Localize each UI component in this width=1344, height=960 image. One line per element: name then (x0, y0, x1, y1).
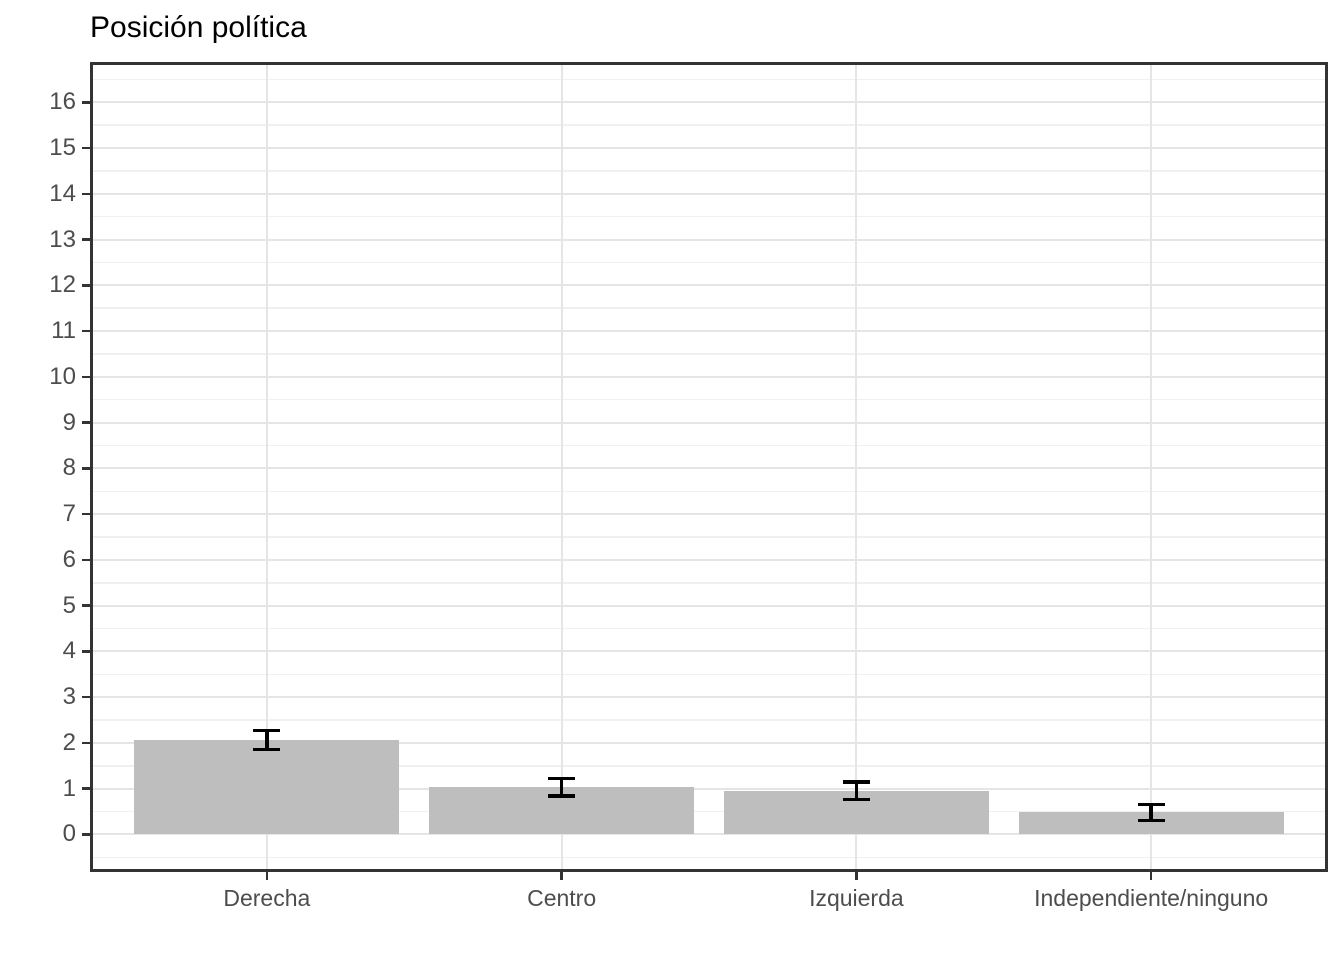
y-axis-tick-label: 9 (62, 408, 76, 436)
gridline-major (90, 467, 1328, 470)
error-bar-cap-bottom (548, 794, 576, 798)
gridline-major (90, 604, 1328, 607)
y-tick-mark (82, 421, 90, 424)
gridline-major (90, 101, 1328, 104)
gridline-minor (90, 490, 1328, 492)
y-tick-mark (82, 604, 90, 607)
gridline-major (90, 238, 1328, 241)
y-axis-tick-label: 1 (62, 774, 76, 802)
y-tick-mark (82, 741, 90, 745)
x-tick-mark (560, 872, 563, 880)
gridline-major (90, 833, 1328, 836)
gridline-minor (90, 536, 1328, 538)
gridline-minor (90, 582, 1328, 584)
gridline-vertical (265, 62, 268, 872)
error-bar-cap-top (253, 728, 281, 733)
gridline-major (90, 787, 1328, 790)
error-bar-cap-top (1137, 802, 1165, 807)
y-tick-mark (82, 146, 90, 150)
gridline-minor (90, 78, 1328, 81)
y-axis-tick-label: 11 (51, 317, 76, 345)
gridline-minor (90, 810, 1328, 813)
error-bar-cap-bottom (253, 747, 281, 752)
y-axis-tick-label: 3 (62, 683, 76, 711)
error-bar-stem (1149, 804, 1153, 821)
chart-title: Posición política (90, 11, 307, 44)
gridline-vertical (855, 62, 858, 872)
y-axis-tick-label: 5 (62, 591, 76, 619)
error-bar-cap-bottom (1137, 818, 1165, 823)
y-axis-tick-label: 2 (62, 728, 76, 756)
gridline-major (90, 696, 1328, 699)
gridline-major (90, 558, 1328, 561)
gridline-vertical (1150, 62, 1153, 872)
plot-panel (90, 62, 1328, 872)
gridline-minor (90, 444, 1328, 447)
gridline-minor (90, 353, 1328, 355)
gridline-minor (90, 673, 1328, 676)
gridline-major (90, 421, 1328, 424)
y-tick-mark (82, 558, 90, 562)
y-tick-mark (82, 329, 90, 333)
y-tick-mark (82, 833, 90, 836)
y-axis-tick-label: 7 (62, 500, 76, 528)
y-axis-tick-label: 4 (62, 637, 76, 665)
y-axis-tick-label: 15 (49, 134, 76, 162)
x-tick-mark (265, 872, 269, 880)
y-tick-mark (82, 467, 90, 470)
gridline-minor (90, 124, 1328, 126)
y-axis-tick-label: 12 (49, 271, 76, 299)
gridline-major (90, 192, 1328, 195)
y-axis-tick-label: 8 (62, 454, 76, 482)
gridline-minor (90, 307, 1328, 309)
error-bar-stem (854, 781, 859, 800)
gridline-minor (90, 398, 1328, 401)
bar-independiente-ninguno (1018, 812, 1284, 835)
y-axis-tick-label: 0 (62, 820, 76, 848)
y-tick-mark (82, 787, 90, 790)
error-bar-cap-top (842, 780, 870, 784)
error-bar-stem (559, 778, 564, 797)
gridline-minor (90, 627, 1328, 630)
x-axis-tick-label: Independiente/ninguno (1034, 885, 1269, 911)
gridline-major (90, 284, 1328, 287)
y-axis-tick-label: 6 (62, 545, 76, 573)
y-tick-mark (82, 238, 90, 241)
error-bar-cap-top (548, 776, 576, 781)
x-axis-tick-label: Izquierda (809, 885, 904, 911)
bar-derecha (134, 739, 400, 835)
y-axis-tick-label: 16 (49, 88, 76, 116)
error-bar-cap-bottom (842, 797, 870, 802)
y-tick-mark (82, 101, 90, 104)
gridline-minor (90, 856, 1328, 859)
y-tick-mark (82, 284, 90, 287)
y-tick-mark (82, 512, 90, 516)
x-axis-tick-label: Centro (527, 885, 597, 911)
gridline-vertical (560, 62, 563, 872)
gridline-major (90, 513, 1328, 516)
x-tick-mark (1149, 872, 1153, 880)
y-axis-tick-label: 14 (49, 179, 76, 207)
y-tick-mark (82, 650, 90, 653)
y-tick-mark (82, 192, 90, 196)
gridline-minor (90, 261, 1328, 264)
gridline-major (90, 650, 1328, 653)
y-tick-mark (82, 375, 90, 379)
x-axis-tick-label: Derecha (223, 885, 311, 911)
error-bar-stem (265, 730, 269, 750)
gridline-minor (90, 170, 1328, 172)
y-tick-mark (82, 695, 90, 699)
gridline-major (90, 147, 1328, 150)
y-axis-tick-label: 13 (49, 225, 76, 253)
gridline-major (90, 330, 1328, 333)
gridline-minor (90, 215, 1328, 218)
gridline-minor (90, 765, 1328, 767)
gridline-major (90, 375, 1328, 378)
y-axis-tick-label: 10 (49, 362, 76, 390)
x-tick-mark (855, 872, 858, 880)
gridline-major (90, 741, 1328, 744)
gridline-minor (90, 719, 1328, 721)
